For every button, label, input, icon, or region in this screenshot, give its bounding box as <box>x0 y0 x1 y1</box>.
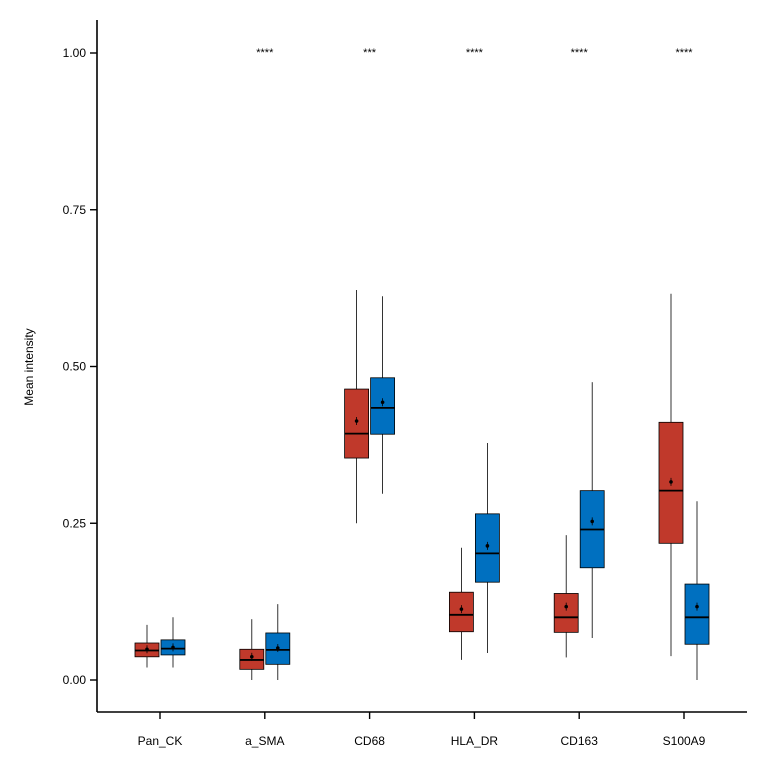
box-group <box>134 290 710 680</box>
y-tick-label: 1.00 <box>63 46 87 60</box>
mean-point <box>354 419 359 423</box>
box-red-a_SMA <box>239 619 265 680</box>
box-red-S100A9 <box>658 293 684 657</box>
significance-label: **** <box>571 47 589 59</box>
significance-label: *** <box>363 47 377 59</box>
y-tick-label: 0.75 <box>63 203 87 217</box>
mean-point <box>590 519 594 524</box>
axes: 0.00 0.25 0.50 0.75 1.00 Pan_CK a_SMA CD68 HLA_D… <box>63 20 747 748</box>
mean-point <box>276 646 280 650</box>
box-blue-HLA_DR <box>474 442 500 654</box>
significance-labels: **** *** **** **** **** <box>256 47 693 59</box>
box-blue-CD68 <box>370 296 396 494</box>
significance-label: **** <box>675 47 693 59</box>
y-axis-label: Mean intensity <box>22 328 36 405</box>
x-tick-label: S100A9 <box>663 734 706 748</box>
mean-point <box>669 480 673 484</box>
significance-label: **** <box>466 47 484 59</box>
box-blue-S100A9 <box>684 501 710 680</box>
significance-label: **** <box>256 47 274 59</box>
x-tick-label: Pan_CK <box>138 734 183 748</box>
x-tick-label: CD68 <box>354 734 385 748</box>
mean-point <box>564 604 568 609</box>
mean-point <box>485 544 490 548</box>
mean-point <box>380 400 385 405</box>
mean-point <box>695 604 699 609</box>
x-tick-label: CD163 <box>561 734 599 748</box>
box-red-Pan_CK <box>134 624 160 668</box>
mean-point <box>145 647 149 652</box>
box-blue-Pan_CK <box>160 617 186 668</box>
mean-point <box>459 607 464 611</box>
box-body <box>553 593 579 633</box>
box-blue-CD163 <box>579 382 605 638</box>
box-blue-a_SMA <box>265 604 291 680</box>
x-tick-label: a_SMA <box>245 734 284 748</box>
y-tick-label: 0.25 <box>63 516 87 530</box>
y-tick-label: 0.50 <box>63 360 87 374</box>
box-red-CD68 <box>344 290 370 524</box>
y-tick-label: 0.00 <box>63 673 87 687</box>
mean-point <box>250 655 254 659</box>
box-red-HLA_DR <box>448 547 474 660</box>
mean-point <box>171 645 175 650</box>
box-body <box>684 583 710 645</box>
box-red-CD163 <box>553 535 579 658</box>
x-tick-label: HLA_DR <box>451 734 499 748</box>
